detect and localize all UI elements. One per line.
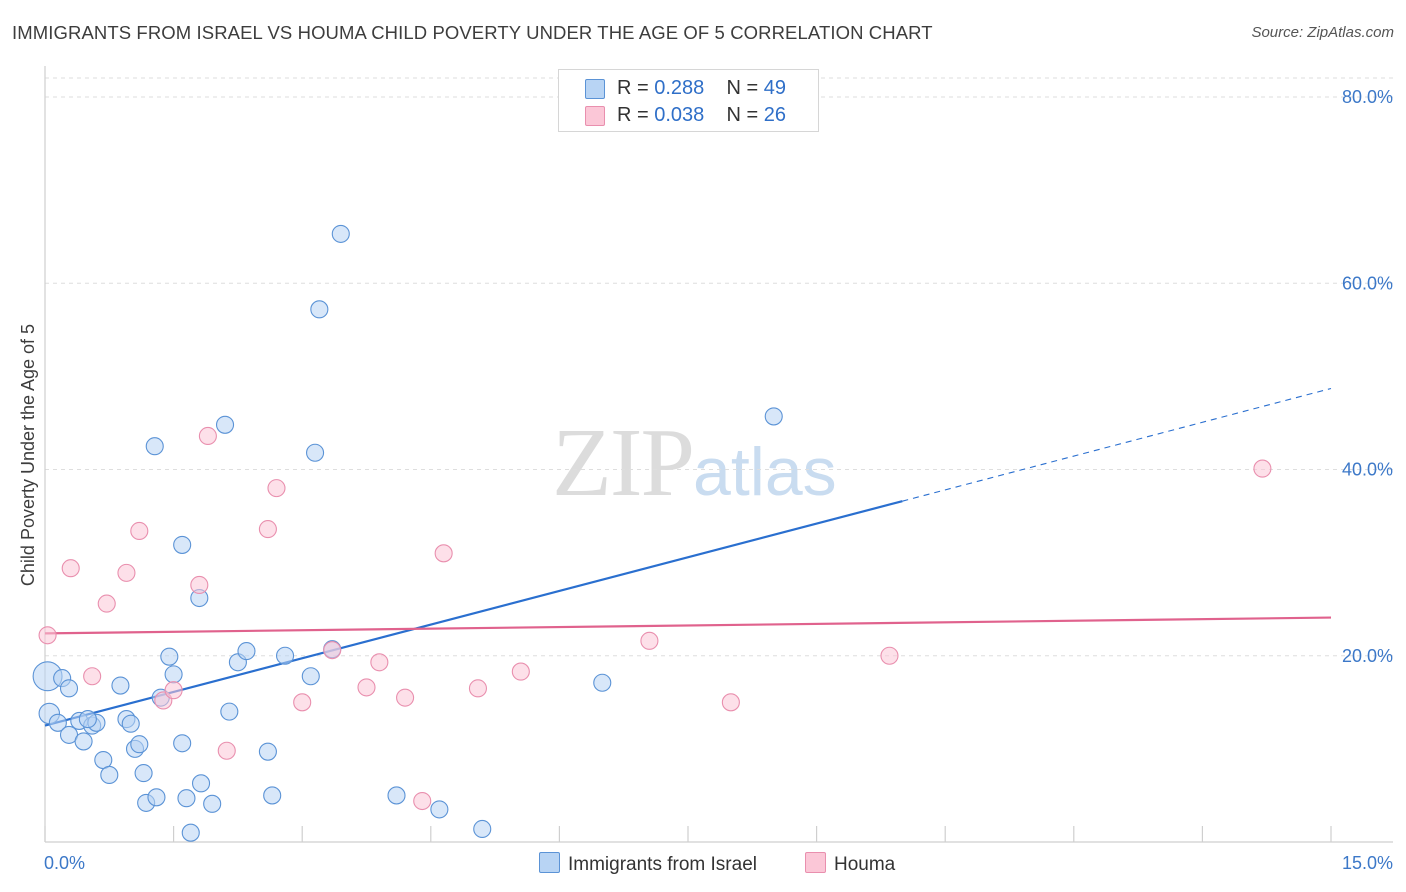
legend-r-label: R =	[617, 104, 655, 126]
point-israel	[764, 407, 783, 426]
point-israel	[181, 823, 200, 842]
data-points	[32, 224, 1272, 842]
y-tick-label: 60.0%	[1342, 273, 1393, 293]
point-israel	[263, 786, 282, 805]
point-israel	[48, 713, 67, 732]
point-israel	[258, 742, 277, 761]
point-israel	[145, 437, 164, 456]
point-houma	[190, 575, 209, 595]
point-israel	[78, 710, 97, 729]
point-israel	[203, 794, 222, 813]
point-houma	[198, 426, 217, 446]
point-houma	[468, 679, 488, 698]
point-houma	[293, 693, 312, 712]
point-israel	[310, 300, 329, 319]
point-israel	[430, 800, 449, 819]
point-israel	[147, 788, 166, 807]
point-houma	[413, 791, 432, 811]
point-houma	[357, 678, 376, 697]
point-houma	[130, 521, 149, 541]
watermark-zip: ZIP	[552, 409, 695, 517]
bottom-legend-swatch-israel	[539, 852, 560, 873]
source-attribution: Source: ZipAtlas.com	[1251, 24, 1394, 41]
point-israel	[387, 786, 406, 805]
point-houma	[217, 741, 236, 760]
point-houma	[258, 520, 277, 539]
point-houma	[511, 662, 530, 681]
point-houma	[323, 641, 342, 660]
point-israel	[593, 673, 612, 692]
legend-n-label: N =	[726, 77, 764, 99]
point-israel	[473, 819, 492, 839]
point-israel	[160, 647, 179, 666]
trend-line-houma	[44, 616, 1332, 635]
point-houma	[117, 563, 136, 582]
point-israel	[134, 764, 153, 783]
point-israel	[59, 679, 79, 698]
point-israel	[220, 702, 239, 721]
point-houma	[396, 688, 415, 707]
point-israel	[121, 714, 140, 733]
point-houma	[370, 653, 389, 672]
y-tick-label: 20.0%	[1342, 646, 1393, 666]
point-houma	[721, 693, 740, 712]
point-israel	[130, 735, 149, 754]
legend-r-value-houma: 0.038	[654, 104, 705, 126]
point-houma	[61, 559, 80, 578]
grid-lines	[45, 77, 1393, 657]
point-israel	[237, 642, 256, 661]
bottom-legend-swatch-houma	[805, 852, 826, 873]
legend-n-value-israel: 49	[763, 77, 787, 99]
point-houma	[880, 646, 899, 665]
point-israel	[164, 665, 183, 684]
point-israel	[111, 676, 130, 695]
point-houma	[267, 479, 286, 498]
legend-r-value-israel: 0.288	[654, 77, 705, 99]
legend-swatch-israel	[585, 79, 605, 99]
y-tick-label: 40.0%	[1342, 460, 1393, 480]
point-israel	[306, 443, 325, 462]
stats-legend: R = 0.288 N = 49 R = 0.038 N = 26	[558, 69, 819, 132]
point-israel	[100, 765, 119, 785]
bottom-legend-label-houma: Houma	[834, 854, 896, 875]
bottom-legend-israel: Immigrants from Israel	[539, 852, 757, 876]
legend-swatch-houma	[585, 106, 605, 126]
point-houma	[38, 626, 57, 645]
trend-line-israel-extrapolated	[902, 387, 1332, 502]
point-israel	[331, 224, 350, 243]
x-tick-label: 0.0%	[44, 853, 85, 873]
watermark: ZIPatlas	[552, 405, 837, 519]
point-israel	[301, 667, 320, 686]
point-houma	[434, 544, 453, 563]
watermark-atlas: atlas	[693, 434, 837, 510]
legend-r-label: R =	[617, 77, 655, 99]
point-israel	[173, 734, 192, 753]
trend-lines	[44, 387, 1332, 727]
chart-title: IMMIGRANTS FROM ISRAEL VS HOUMA CHILD PO…	[12, 22, 933, 43]
legend-n-label: N =	[726, 104, 764, 126]
bottom-legend-houma: Houma	[805, 852, 895, 876]
point-houma	[1253, 459, 1272, 478]
point-israel	[191, 774, 211, 793]
point-israel	[215, 415, 235, 434]
point-israel	[74, 732, 93, 751]
axes	[44, 66, 1393, 843]
point-houma	[164, 681, 183, 700]
y-tick-label: 80.0%	[1342, 87, 1393, 107]
legend-n-value-houma: 26	[763, 104, 787, 126]
point-houma	[83, 667, 102, 686]
point-houma	[640, 631, 659, 650]
point-houma	[97, 594, 116, 613]
y-axis-label: Child Poverty Under the Age of 5	[18, 324, 38, 586]
point-israel	[173, 535, 192, 554]
bottom-legend-label-israel: Immigrants from Israel	[568, 854, 757, 875]
point-israel	[276, 646, 295, 665]
x-tick-label: 15.0%	[1342, 853, 1393, 873]
axis-labels: 20.0% 40.0% 60.0% 80.0% 0.0% 15.0% Child Pover…	[18, 87, 1393, 873]
point-israel	[177, 789, 196, 808]
trend-line-israel	[44, 500, 903, 727]
